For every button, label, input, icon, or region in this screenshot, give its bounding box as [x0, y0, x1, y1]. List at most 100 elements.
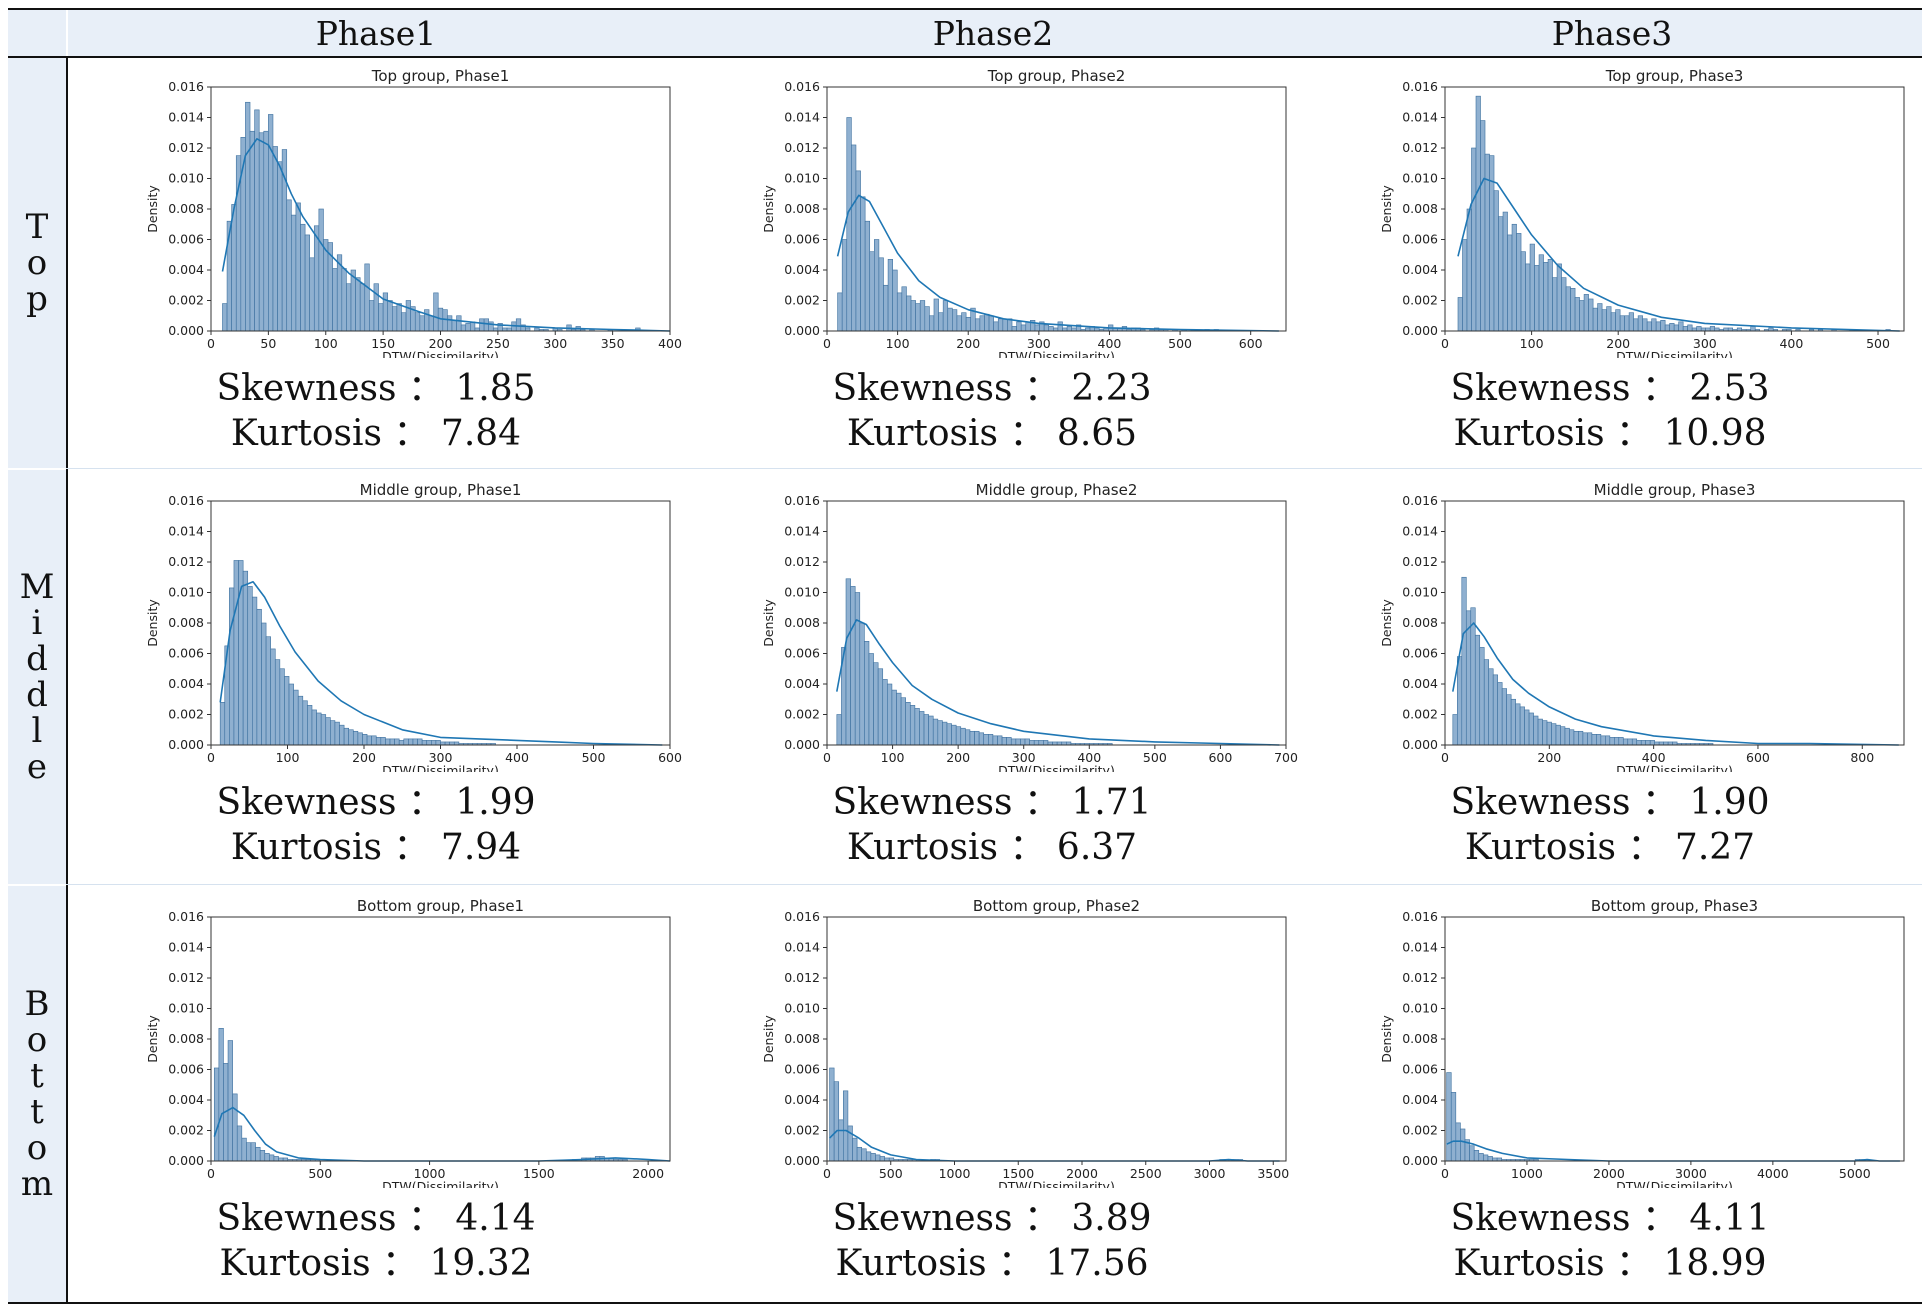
chart-panel: Bottom group, Phase2 0.000 0.002 0.004 0.006… — [684, 888, 1300, 1300]
row-separator — [66, 884, 1922, 885]
x-tick-label: 400 — [658, 336, 682, 351]
histogram-bar — [951, 724, 957, 746]
row-label-bottom: B o t t o m — [20, 984, 54, 1204]
stats-block: Skewness ： 3.89 Kurtosis ： 17.56 — [684, 1196, 1300, 1286]
kurtosis-label: Kurtosis — [1453, 413, 1605, 454]
stat-separator: ： — [1012, 782, 1072, 823]
y-tick-label: 0.006 — [1402, 646, 1438, 661]
histogram-bar — [933, 298, 939, 332]
skewness-value: 1.99 — [455, 782, 536, 823]
histogram-bar — [1750, 326, 1756, 332]
stats-block: Skewness ： 2.53 Kurtosis ： 10.98 — [1302, 366, 1918, 456]
kurtosis-line: Kurtosis ： 19.32 — [68, 1241, 684, 1286]
x-axis-label: DTW(Dissimilarity) — [998, 763, 1115, 772]
x-tick-label: 0 — [1441, 336, 1449, 351]
histogram-bar — [456, 315, 462, 332]
histogram-bar — [346, 283, 352, 332]
x-axis-label: DTW(Dissimilarity) — [1616, 349, 1733, 358]
histogram-bar — [272, 146, 278, 332]
bars — [1452, 576, 1714, 746]
histogram-bar — [233, 560, 239, 746]
bars — [1446, 1072, 1870, 1162]
y-tick-label: 0.012 — [168, 970, 204, 985]
histogram-bar — [1660, 320, 1666, 332]
chart-title: Middle group, Phase2 — [976, 481, 1138, 499]
y-tick-label: 0.014 — [168, 110, 204, 125]
kurtosis-label: Kurtosis — [219, 1243, 371, 1284]
histogram-bar — [1034, 324, 1040, 332]
histogram-bar — [362, 734, 368, 746]
histogram-bar — [1551, 723, 1557, 746]
histogram-bar — [856, 1146, 862, 1162]
histogram-bar — [348, 729, 354, 746]
histogram-bar — [304, 234, 310, 332]
histogram-bar — [318, 208, 324, 332]
histogram-bar — [1578, 730, 1584, 746]
histogram-bar — [380, 737, 386, 746]
x-tick-label: 500 — [1143, 750, 1167, 765]
histogram-bar — [883, 284, 889, 332]
histogram-chart: Middle group, Phase1 0.000 0.002 0.004 0.006… — [145, 481, 682, 772]
y-tick-label: 0.002 — [168, 293, 204, 308]
y-tick-label: 0.016 — [784, 909, 820, 924]
histogram-bar — [270, 648, 276, 746]
histogram-bar — [451, 320, 457, 332]
y-tick-label: 0.008 — [1402, 615, 1438, 630]
histogram-bar — [896, 292, 903, 332]
histogram-bar — [1452, 714, 1458, 746]
stat-separator: ： — [396, 1198, 456, 1239]
plot-frame — [1444, 916, 1905, 1162]
histogram-bar — [265, 636, 271, 746]
histogram-bar — [394, 738, 400, 746]
chart-panel: Bottom group, Phase1 0.000 0.002 0.004 0.006… — [68, 888, 684, 1300]
histogram-bar — [850, 586, 856, 746]
kde-line — [836, 194, 1279, 332]
stat-separator: ： — [1630, 782, 1690, 823]
stat-separator: ： — [396, 782, 456, 823]
histogram-bar — [426, 740, 432, 746]
x-tick-label: 100 — [881, 750, 905, 765]
histogram-bar — [993, 321, 999, 332]
x-tick-label: 500 — [582, 750, 606, 765]
kurtosis-line: Kurtosis ： 18.99 — [1302, 1241, 1918, 1286]
kurtosis-label: Kurtosis — [1464, 827, 1617, 868]
histogram-bar — [421, 740, 428, 746]
histogram-bar — [255, 1146, 261, 1162]
histogram-bar — [1038, 740, 1044, 746]
histogram-bar — [1515, 703, 1521, 746]
histogram-bar — [919, 711, 925, 746]
bars — [829, 1067, 1243, 1162]
histogram-bar — [1628, 312, 1634, 332]
y-tick-label: 0.006 — [168, 232, 204, 247]
histogram-bar — [1560, 726, 1566, 746]
kurtosis-value: 18.99 — [1663, 1243, 1767, 1284]
histogram-chart: Middle group, Phase2 0.000 0.002 0.004 0.006… — [761, 481, 1298, 772]
y-tick-label: 0.014 — [1402, 110, 1438, 125]
histogram-bar — [956, 315, 962, 332]
histogram-bar — [1534, 265, 1540, 332]
histogram-bar — [405, 300, 411, 332]
y-tick-label: 0.012 — [784, 140, 820, 155]
histogram-bar — [1682, 326, 1688, 332]
y-tick-label: 0.010 — [168, 171, 204, 186]
corner-cell — [8, 10, 66, 56]
y-axis-label: Density — [1379, 1015, 1394, 1063]
stats-block: Skewness ： 1.85 Kurtosis ： 7.84 — [68, 366, 684, 456]
x-tick-label: 800 — [1850, 750, 1874, 765]
chart-title: Top group, Phase1 — [371, 67, 510, 85]
histogram-bar — [843, 1090, 849, 1162]
skewness-line: Skewness ： 2.53 — [1302, 366, 1918, 411]
stat-separator: ： — [1604, 413, 1664, 454]
y-tick-label: 0.008 — [1402, 1031, 1438, 1046]
histogram-bar — [861, 1148, 867, 1162]
histogram-bar — [1506, 694, 1512, 746]
histogram-bar — [1636, 740, 1642, 746]
y-tick-label: 0.008 — [784, 201, 820, 216]
histogram-bar — [1446, 1072, 1452, 1162]
stats-block: Skewness ： 1.99 Kurtosis ： 7.94 — [68, 780, 684, 870]
skewness-label: Skewness — [216, 368, 397, 409]
histogram-chart: Bottom group, Phase2 0.000 0.002 0.004 0.006… — [761, 897, 1289, 1188]
histogram-bar — [1547, 259, 1553, 332]
histogram-bar — [952, 309, 958, 332]
x-tick-label: 600 — [1239, 336, 1263, 351]
